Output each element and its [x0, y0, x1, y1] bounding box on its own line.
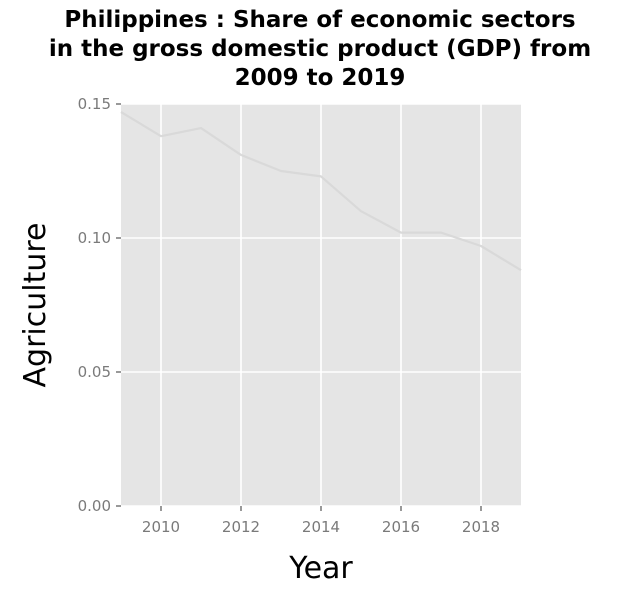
chart-title: Philippines : Share of economic sectors … [0, 6, 640, 93]
x-tick-label: 2016 [382, 518, 420, 536]
y-tick-labels: 0.00 0.05 0.10 0.15 [78, 95, 111, 515]
axis-ticks [116, 103, 482, 511]
x-tick-labels: 2010 2012 2014 2016 2018 [142, 518, 500, 536]
y-axis-title: Agriculture [18, 223, 53, 388]
series-lines [120, 111, 522, 272]
x-tick-label: 2012 [222, 518, 260, 536]
x-tick-label: 2010 [142, 518, 180, 536]
x-axis-title: Year [288, 551, 353, 586]
x-tick-label: 2014 [302, 518, 340, 536]
y-tick-label: 0.00 [78, 497, 111, 515]
chart-title-line-3: 2009 to 2019 [234, 65, 406, 91]
chart-title-line-2: in the gross domestic product (GDP) from [48, 36, 592, 62]
chart-title-line-1: Philippines : Share of economic sectors [64, 7, 576, 33]
y-tick-label: 0.15 [78, 95, 111, 113]
y-tick-label: 0.10 [78, 229, 111, 247]
x-tick-label: 2018 [462, 518, 500, 536]
series-line [120, 111, 522, 272]
y-tick-label: 0.05 [78, 363, 111, 381]
